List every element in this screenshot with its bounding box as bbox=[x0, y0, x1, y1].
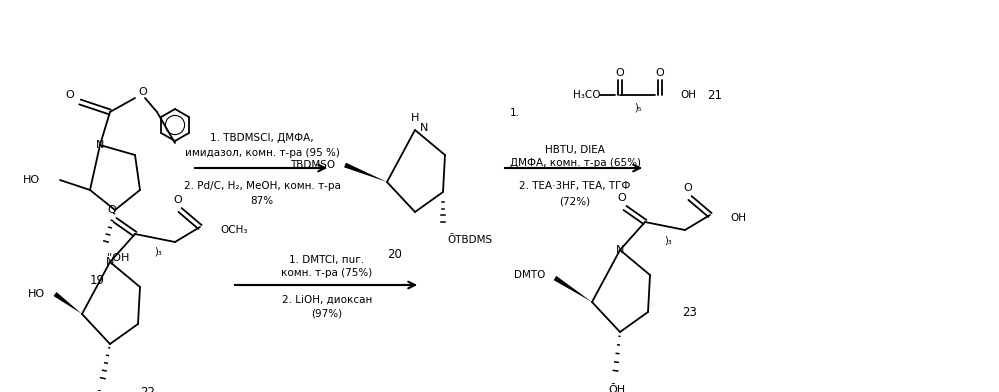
Text: 2. Pd/C, H₂, MeOH, комн. т-ра: 2. Pd/C, H₂, MeOH, комн. т-ра bbox=[184, 181, 341, 191]
Text: 1. DMTCl, пuг.: 1. DMTCl, пuг. bbox=[290, 255, 365, 265]
Polygon shape bbox=[54, 292, 82, 314]
Text: комн. т-ра (75%): комн. т-ра (75%) bbox=[282, 268, 373, 278]
Polygon shape bbox=[344, 163, 387, 182]
Text: 87%: 87% bbox=[251, 196, 274, 206]
Text: H₃CO: H₃CO bbox=[572, 90, 600, 100]
Text: O: O bbox=[174, 195, 183, 205]
Text: (97%): (97%) bbox=[312, 308, 343, 318]
Text: "​OH: "​OH bbox=[107, 253, 130, 263]
Text: H: H bbox=[411, 113, 420, 123]
Text: 1.: 1. bbox=[510, 108, 520, 118]
Text: ŌTBDMS: ŌTBDMS bbox=[447, 235, 493, 245]
Text: ДМФА, комн. т-ра (65%): ДМФА, комн. т-ра (65%) bbox=[509, 158, 640, 168]
Text: 23: 23 bbox=[682, 305, 697, 318]
Text: N: N bbox=[96, 140, 104, 150]
Text: O: O bbox=[655, 68, 664, 78]
Text: OCH₃: OCH₃ bbox=[220, 225, 248, 235]
Text: HO: HO bbox=[23, 175, 40, 185]
Polygon shape bbox=[553, 276, 592, 302]
Text: 2. LiOH, диоксан: 2. LiOH, диоксан bbox=[282, 295, 373, 305]
Text: O: O bbox=[66, 90, 74, 100]
Text: )₃: )₃ bbox=[154, 247, 162, 257]
Text: 2. TEA·3HF, TEA, ТГФ: 2. TEA·3HF, TEA, ТГФ bbox=[519, 181, 630, 191]
Text: O: O bbox=[615, 68, 624, 78]
Text: 20: 20 bbox=[388, 249, 403, 261]
Text: N: N bbox=[420, 123, 429, 133]
Text: HBTU, DIEA: HBTU, DIEA bbox=[545, 145, 605, 155]
Text: DMTO: DMTO bbox=[513, 270, 545, 280]
Text: OH: OH bbox=[730, 213, 746, 223]
Text: N: N bbox=[106, 257, 114, 267]
Text: 22: 22 bbox=[141, 385, 156, 392]
Text: O: O bbox=[683, 183, 692, 193]
Text: 21: 21 bbox=[707, 89, 722, 102]
Text: O: O bbox=[139, 87, 148, 97]
Text: )₃: )₃ bbox=[664, 235, 672, 245]
Text: HO: HO bbox=[28, 289, 45, 299]
Text: 1. TBDMSCl, ДМФА,: 1. TBDMSCl, ДМФА, bbox=[210, 133, 314, 143]
Text: 19: 19 bbox=[90, 274, 105, 287]
Text: )₅: )₅ bbox=[634, 102, 641, 112]
Text: O: O bbox=[617, 193, 626, 203]
Text: ŌH: ŌH bbox=[608, 385, 625, 392]
Text: имидазол, комн. т-ра (95 %): имидазол, комн. т-ра (95 %) bbox=[185, 148, 340, 158]
Text: (72%): (72%) bbox=[559, 196, 590, 206]
Text: N: N bbox=[615, 245, 624, 255]
Text: OH: OH bbox=[680, 90, 696, 100]
Text: O: O bbox=[108, 205, 116, 215]
Text: TBDMSO: TBDMSO bbox=[290, 160, 335, 170]
